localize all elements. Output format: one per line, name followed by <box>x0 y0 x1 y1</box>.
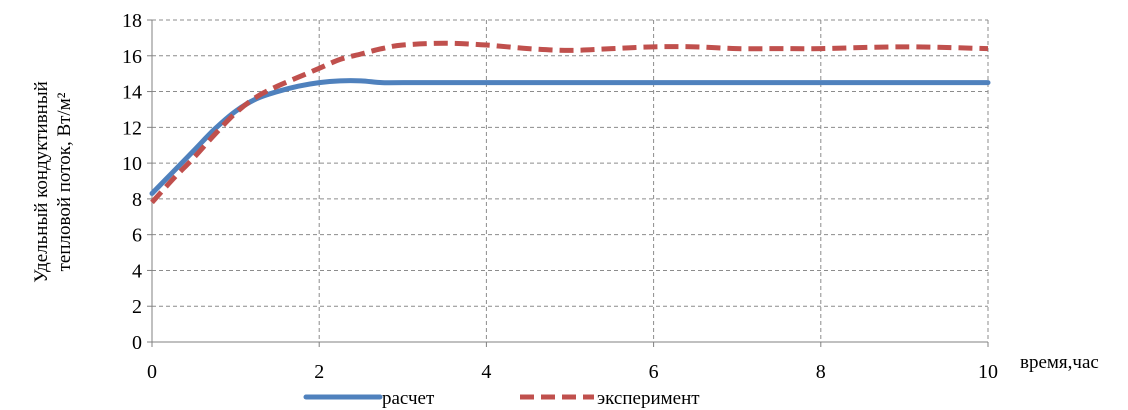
y-axis-title-line-1: Удельный кондуктивный <box>31 81 52 283</box>
y-tick-label: 4 <box>132 260 142 282</box>
series-line-eksperiment <box>150 40 989 205</box>
y-tick-label: 12 <box>122 117 142 139</box>
x-tick-label: 0 <box>147 361 157 383</box>
axes <box>147 19 989 347</box>
x-tick-label: 8 <box>816 361 826 383</box>
x-tick-label: 10 <box>978 361 998 383</box>
y-tick-labels: 0 2 4 6 8 10 12 14 16 18 <box>122 10 142 354</box>
plot-area <box>152 20 988 342</box>
y-tick-label: 18 <box>122 10 142 32</box>
legend-label-eksperiment: эксперимент <box>597 388 700 409</box>
x-tick-label: 4 <box>481 361 491 383</box>
legend: расчет эксперимент <box>303 388 700 409</box>
y-tick-label: 16 <box>122 46 142 68</box>
series-line-raschet <box>149 78 991 197</box>
x-axis-title: время,час <box>1020 352 1099 373</box>
y-tick-label: 8 <box>132 189 142 211</box>
y-tick-label: 2 <box>132 296 142 318</box>
series-lines <box>149 40 991 205</box>
x-tick-labels: 0 2 4 6 8 10 <box>147 361 998 383</box>
y-tick-label: 14 <box>122 82 142 104</box>
x-tick-label: 2 <box>314 361 324 383</box>
y-tick-label: 0 <box>132 332 142 354</box>
x-tick-label: 6 <box>649 361 659 383</box>
y-tick-label: 10 <box>122 153 142 175</box>
y-axis-title-line-2: тепловой поток, Вт/м² <box>54 92 75 271</box>
gridlines <box>152 19 989 342</box>
legend-label-raschet: расчет <box>382 388 435 409</box>
y-tick-label: 6 <box>132 225 142 247</box>
